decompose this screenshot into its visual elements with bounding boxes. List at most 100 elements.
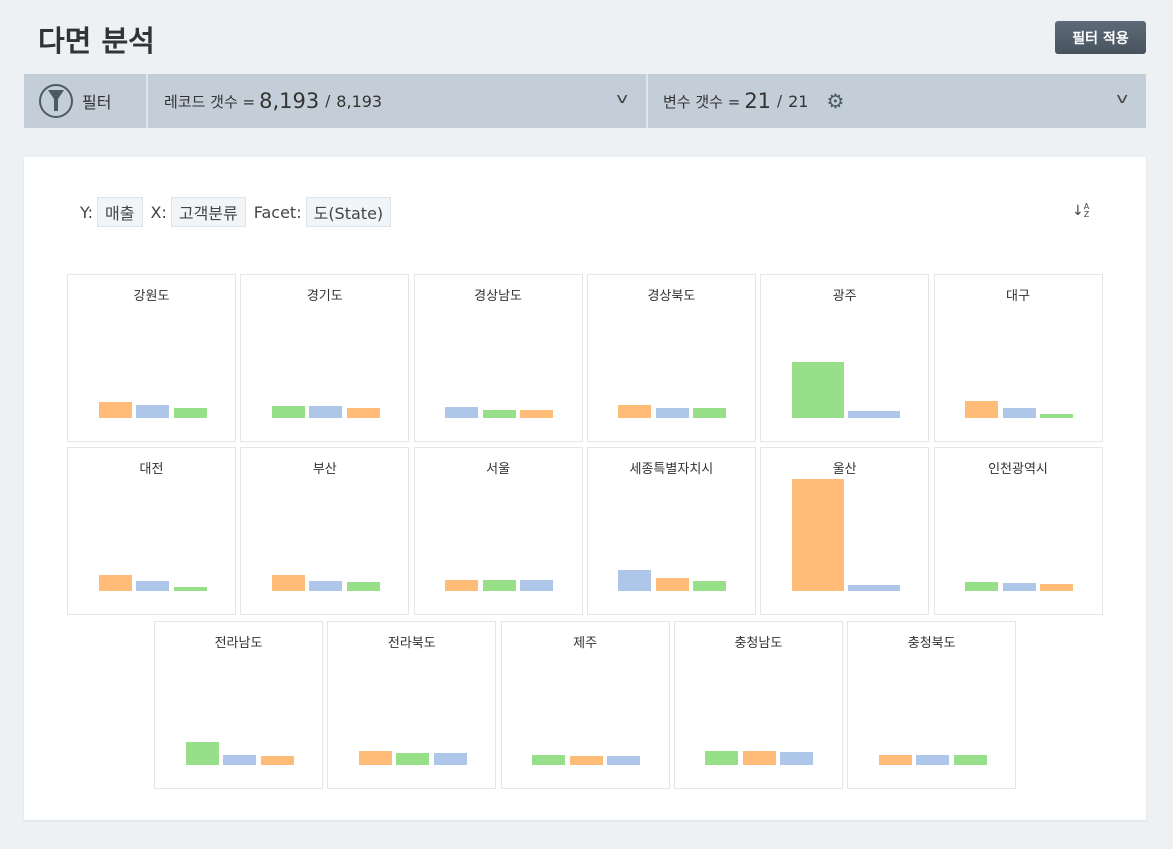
facet-title: 대전 (139, 462, 164, 477)
bar-mark[interactable] (520, 410, 554, 418)
facet-panel: 충청남도 (673, 621, 843, 789)
bar-mark[interactable] (396, 753, 430, 765)
variable-count-total: 21 (788, 91, 809, 111)
bar-mark[interactable] (791, 362, 844, 418)
facet-title: 인천광역시 (988, 462, 1048, 477)
facet-panel: 대전 (67, 447, 236, 615)
facet-title: 부산 (312, 462, 337, 477)
chevron-down-icon[interactable]: v (616, 91, 628, 107)
bar-mark[interactable] (173, 587, 207, 591)
facet-panel: 경상남도 (413, 274, 583, 442)
facet-field-tag[interactable]: 도(State) (305, 197, 392, 227)
bar-mark[interactable] (173, 408, 207, 418)
facet-title: 서울 (486, 462, 511, 477)
bar-mark[interactable] (98, 575, 132, 591)
facet-panel: 서울 (413, 447, 583, 615)
bar-mark[interactable] (271, 406, 305, 418)
bar-mark[interactable] (655, 408, 689, 418)
facet-panel: 대구 (933, 274, 1103, 442)
facet-panel: 경기도 (240, 274, 410, 442)
bar-mark[interactable] (965, 401, 998, 418)
facet-title: 전라북도 (387, 636, 436, 651)
bar-mark[interactable] (346, 408, 380, 418)
bar-mark[interactable] (1002, 408, 1036, 418)
facet-panel: 전라남도 (154, 621, 323, 789)
apply-filter-button[interactable]: 필터 적용 (1055, 21, 1146, 54)
bar-mark[interactable] (445, 580, 479, 591)
bar-mark[interactable] (271, 575, 305, 591)
bar-mark[interactable] (260, 756, 294, 765)
bar-mark[interactable] (965, 582, 998, 591)
facet-panel: 세종특별자치시 (586, 447, 756, 615)
bar-mark[interactable] (136, 405, 169, 418)
facet-title: 충청북도 (907, 636, 956, 651)
bar-mark[interactable] (520, 580, 554, 591)
x-field-tag[interactable]: 고객분류 (170, 197, 246, 227)
bar-mark[interactable] (1040, 414, 1073, 418)
y-field-tag[interactable]: 매출 (97, 197, 143, 227)
bar-mark[interactable] (569, 756, 603, 765)
bar-mark[interactable] (742, 751, 776, 765)
sort-alpha-icon[interactable]: ↓A Z (1072, 202, 1090, 220)
record-count-total: 8,193 (336, 91, 383, 111)
facet-title: 전라남도 (214, 636, 263, 651)
bar-mark[interactable] (693, 581, 727, 591)
bar-mark[interactable] (780, 752, 814, 765)
bar-mark[interactable] (1040, 584, 1073, 591)
facet-title: 강원도 (133, 289, 170, 304)
variable-count-label: 변수 갯수 = (663, 92, 741, 111)
bar-mark[interactable] (916, 755, 950, 765)
facet-title: 경기도 (306, 289, 343, 304)
bar-mark[interactable] (532, 755, 566, 765)
bar-mark[interactable] (346, 582, 380, 591)
bar-mark[interactable] (136, 581, 169, 591)
bar-mark[interactable] (705, 751, 739, 765)
x-label: X: (150, 202, 167, 222)
filter-bar: 필터 레코드 갯수 = 8,193 / 8,193 v 변수 갯수 = 21 /… (24, 74, 1146, 128)
bar-mark[interactable] (847, 585, 900, 591)
facet-panel: 강원도 (67, 274, 236, 442)
bar-mark[interactable] (309, 581, 343, 591)
facet-chart-card: Y: 매출 X: 고객분류 Facet: 도(State) ↓A Z 강원도 경기도… (24, 157, 1146, 820)
bar-mark[interactable] (445, 407, 479, 418)
bar-mark[interactable] (847, 411, 900, 418)
chevron-down-icon[interactable]: v (1116, 91, 1128, 107)
bar-mark[interactable] (655, 578, 689, 591)
bar-mark[interactable] (791, 479, 844, 591)
bar-mark[interactable] (618, 570, 652, 591)
bar-mark[interactable] (693, 408, 727, 418)
facet-panel: 충청북도 (847, 621, 1017, 789)
bar-mark[interactable] (482, 580, 516, 591)
bar-mark[interactable] (98, 402, 132, 418)
bar-mark[interactable] (607, 756, 641, 765)
facet-panel: 광주 (760, 274, 930, 442)
facet-title: 충청남도 (734, 636, 783, 651)
record-count-label: 레코드 갯수 = (164, 92, 256, 111)
bar-mark[interactable] (618, 405, 652, 418)
facet-title: 제주 (573, 636, 598, 651)
facet-panel: 부산 (240, 447, 410, 615)
gear-icon[interactable]: ⚙ (826, 89, 845, 113)
bar-mark[interactable] (482, 410, 516, 418)
variable-count-current: 21 (744, 89, 772, 113)
facet-title: 광주 (832, 289, 857, 304)
record-count-dropdown[interactable]: 레코드 갯수 = 8,193 / 8,193 v (148, 74, 648, 128)
record-count-current: 8,193 (259, 89, 320, 113)
facet-panel: 인천광역시 (933, 447, 1103, 615)
bar-mark[interactable] (223, 755, 256, 765)
facet-title: 세종특별자치시 (629, 462, 714, 477)
filter-toggle[interactable]: 필터 (24, 74, 148, 128)
encoding-summary: Y: 매출 X: 고객분류 Facet: 도(State) (80, 197, 399, 227)
variable-count-dropdown[interactable]: 변수 갯수 = 21 / 21 ⚙ v (648, 74, 1146, 128)
bar-mark[interactable] (185, 742, 219, 765)
bar-mark[interactable] (433, 753, 467, 765)
funnel-icon (39, 84, 73, 118)
bar-mark[interactable] (358, 751, 392, 765)
bar-mark[interactable] (309, 406, 343, 418)
bar-mark[interactable] (878, 755, 912, 765)
bar-mark[interactable] (953, 755, 987, 765)
facet-panel: 울산 (760, 447, 930, 615)
bar-mark[interactable] (1002, 583, 1036, 591)
facet-title: 대구 (1006, 289, 1030, 304)
filter-label: 필터 (82, 93, 112, 112)
